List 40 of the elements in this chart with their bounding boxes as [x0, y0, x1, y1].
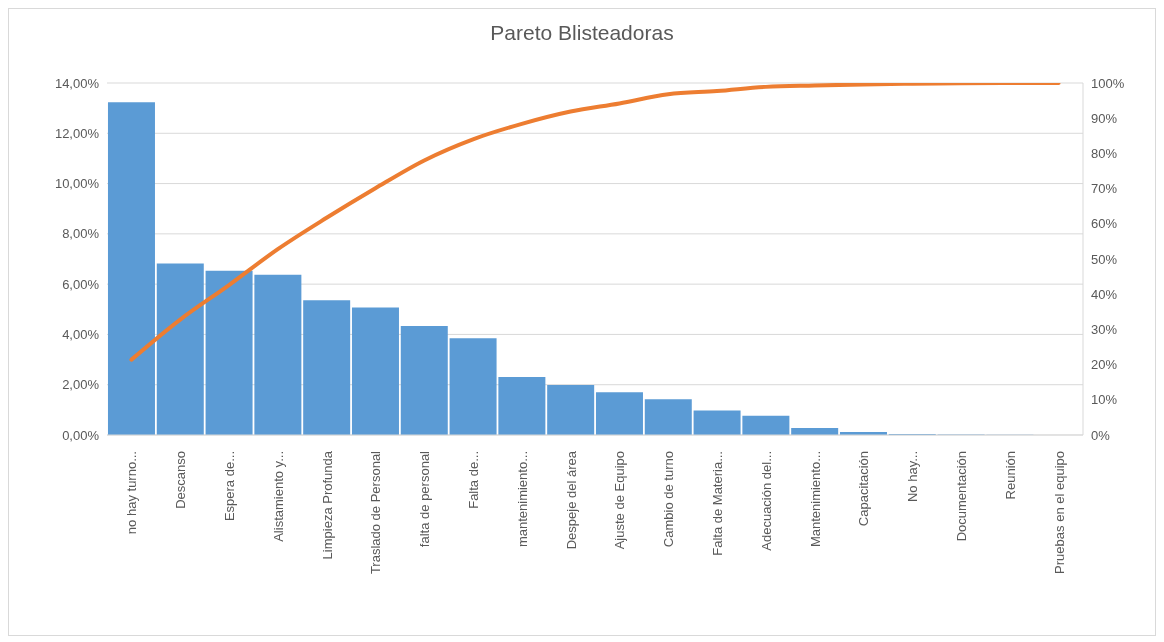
y2-tick-label: 20%: [1091, 357, 1118, 373]
x-tick-label: Mantenimiento...: [807, 451, 823, 548]
y2-tick-label: 0%: [1091, 427, 1111, 443]
y2-tick-label: 30%: [1091, 322, 1118, 338]
x-tick-label: Cambio de turno: [661, 451, 677, 548]
y-tick-label: 0,00%: [62, 427, 100, 443]
y-tick-label: 14,00%: [54, 75, 100, 91]
x-tick-label: Falta de...: [466, 451, 481, 509]
y2-tick-label: 10%: [1091, 392, 1118, 408]
y-tick-label: 6,00%: [62, 276, 100, 292]
y2-tick-label: 60%: [1091, 216, 1118, 232]
x-tick-label: mantenimiento...: [514, 451, 530, 548]
y2-tick-label: 50%: [1091, 251, 1118, 267]
y2-tick-label: 80%: [1091, 146, 1118, 162]
y2-tick-label: 90%: [1091, 110, 1118, 126]
x-tick-label: no hay turno...: [124, 451, 140, 535]
y-tick-label: 10,00%: [54, 176, 100, 192]
x-tick-label: Falta de Materia...: [710, 451, 725, 556]
y-tick-label: 2,00%: [62, 377, 100, 393]
x-tick-label: Capacitación: [856, 451, 872, 527]
x-tick-label: Adecuación del...: [758, 451, 774, 551]
x-tick-label: Reunión: [1002, 451, 1018, 500]
y-tick-label: 4,00%: [62, 327, 100, 343]
x-tick-label: Traslado de Personal: [368, 450, 384, 575]
y2-tick-label: 100%: [1091, 75, 1125, 91]
x-tick-label: Descanso: [173, 451, 189, 509]
x-tick-label: falta de personal: [417, 450, 433, 548]
x-tick-label: No hay...: [905, 451, 921, 503]
chart-title: Pareto Blisteadoras: [489, 20, 675, 46]
x-tick-label: Espera de...: [222, 451, 237, 522]
y2-tick-label: 70%: [1091, 181, 1118, 197]
x-tick-label: Alistamiento y...: [270, 451, 286, 542]
x-tick-label: Ajuste de Equipo: [612, 451, 628, 550]
y2-tick-label: 40%: [1091, 286, 1118, 302]
x-tick-label: Despeje del área: [563, 450, 579, 550]
y-tick-label: 8,00%: [62, 226, 100, 242]
x-tick-label: Pruebas en el equipo: [1051, 451, 1067, 574]
x-tick-label: Documentación: [954, 451, 969, 542]
y-tick-label: 12,00%: [54, 125, 100, 141]
x-tick-label: Limpieza Profunda: [319, 450, 335, 560]
